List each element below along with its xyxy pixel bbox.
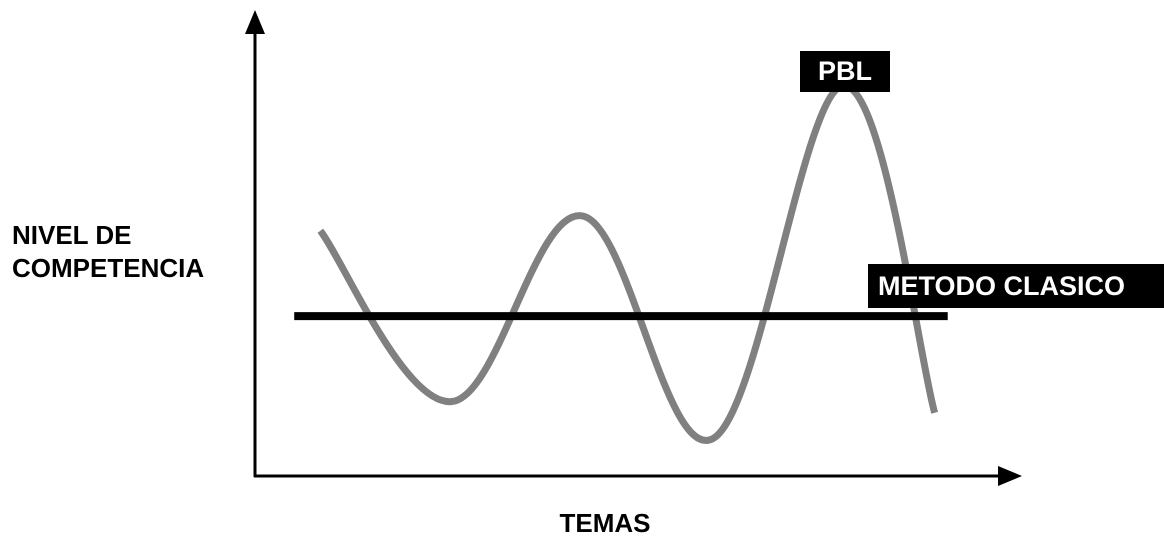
series-layer: [294, 82, 948, 444]
y-axis-label-line-1: NIVEL DE: [12, 220, 132, 250]
series-label-metodo-clasico: METODO CLASICO: [868, 264, 1164, 308]
y-axis-label: NIVEL DE COMPETENCIA: [12, 219, 204, 285]
series-line-pbl: [317, 82, 939, 444]
y-axis-label-line-2: COMPETENCIA: [12, 253, 205, 283]
x-axis: [254, 466, 1022, 486]
series-label-pbl: PBL: [800, 51, 890, 92]
x-axis-arrow-icon: [998, 466, 1022, 486]
y-axis-arrow-icon: [245, 10, 265, 34]
x-axis-label: TEMAS: [559, 508, 651, 538]
y-axis: [245, 10, 265, 477]
